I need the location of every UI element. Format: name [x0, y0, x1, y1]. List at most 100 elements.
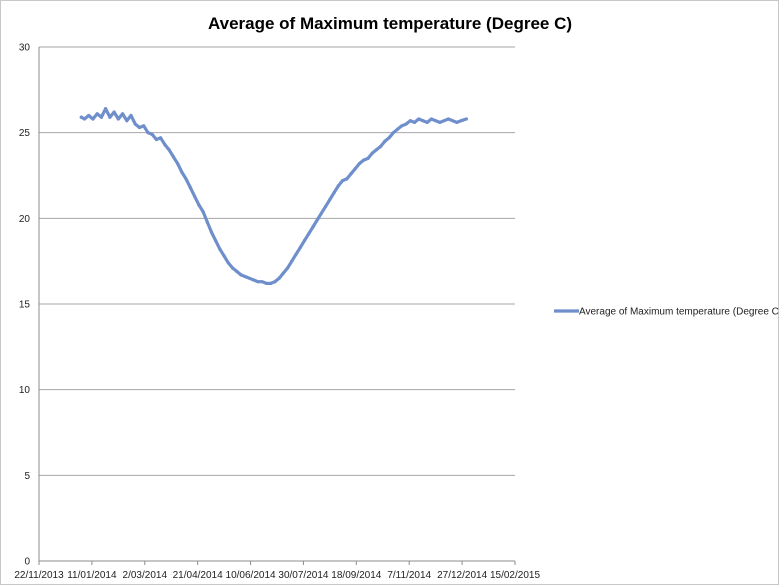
data-point [167, 148, 171, 152]
data-point [112, 110, 116, 114]
data-point [455, 120, 459, 124]
y-tick-label: 5 [24, 471, 30, 482]
data-point [120, 112, 125, 116]
data-point [434, 119, 438, 123]
data-point [87, 113, 91, 118]
x-tick-label: 30/07/2014 [278, 570, 328, 581]
data-point [133, 122, 137, 126]
data-point [175, 161, 180, 166]
data-point [302, 239, 307, 243]
data-point [247, 276, 252, 280]
data-point [404, 122, 408, 126]
axes [38, 47, 516, 565]
legend-label: Average of Maximum temperature (Degree C… [579, 307, 779, 318]
data-point [438, 120, 442, 124]
data-point [256, 280, 260, 284]
gridlines [39, 46, 515, 476]
data-point [129, 113, 133, 118]
data-point [395, 127, 400, 131]
data-point [311, 225, 315, 229]
data-point [230, 266, 235, 270]
data-point [324, 204, 328, 208]
data-point [99, 115, 104, 119]
data-point [116, 117, 120, 121]
series-line [79, 107, 468, 285]
data-point [408, 119, 412, 123]
x-tick-label: 7/11/2014 [387, 570, 431, 581]
data-point [159, 136, 163, 140]
data-point [362, 158, 366, 162]
data-point [243, 274, 247, 279]
data-point [370, 151, 374, 155]
data-point [192, 194, 197, 198]
data-point [298, 245, 302, 250]
data-point [125, 119, 129, 123]
data-point [252, 278, 256, 282]
data-point [91, 117, 95, 121]
data-point [146, 131, 150, 135]
data-point [353, 167, 357, 171]
data-point [446, 117, 450, 121]
data-point [379, 144, 383, 148]
x-tick-label: 11/01/2014 [67, 570, 117, 581]
data-point [417, 117, 421, 121]
series-layer [79, 107, 468, 286]
data-point [332, 191, 336, 195]
chart-title: Average of Maximum temperature (Degree C… [208, 14, 572, 33]
data-point [281, 271, 285, 275]
data-point [205, 220, 209, 224]
data-point [391, 131, 395, 135]
data-point [374, 148, 379, 152]
data-point [260, 280, 264, 284]
data-point [269, 281, 273, 286]
data-point [383, 139, 387, 143]
data-point [459, 119, 463, 123]
data-point [184, 177, 188, 181]
data-point [214, 239, 218, 243]
data-point [290, 259, 294, 263]
data-point [235, 269, 239, 274]
data-point [209, 230, 214, 234]
y-tick-label: 0 [24, 557, 30, 568]
data-point [188, 185, 192, 190]
data-point [345, 177, 349, 181]
data-point [349, 172, 353, 176]
x-tick-label: 21/04/2014 [173, 570, 223, 581]
data-point [82, 117, 87, 121]
data-point [222, 254, 226, 258]
data-point [218, 247, 222, 251]
data-point [307, 232, 311, 236]
data-point [450, 119, 455, 123]
x-tick-label: 27/12/2014 [437, 570, 487, 581]
data-point [142, 124, 146, 128]
data-point [273, 280, 277, 284]
y-tick-label: 15 [19, 300, 31, 311]
x-tick-label: 2/03/2014 [123, 570, 168, 581]
data-point [104, 107, 108, 111]
legend: Average of Maximum temperature (Degree C… [554, 307, 779, 318]
data-point [387, 136, 391, 140]
data-point [137, 125, 142, 130]
data-point [340, 179, 345, 183]
x-tick-label: 18/09/2014 [331, 570, 381, 581]
data-point [95, 112, 99, 116]
data-point [150, 132, 154, 136]
y-tick-label: 10 [19, 385, 31, 396]
data-point [79, 115, 83, 119]
data-point [171, 155, 175, 159]
data-point [197, 203, 201, 207]
data-point [357, 161, 362, 166]
data-point [239, 273, 243, 277]
data-point [163, 143, 167, 147]
data-point [294, 252, 298, 256]
data-point [277, 276, 281, 280]
data-point [425, 120, 429, 124]
x-tick-label: 10/06/2014 [226, 570, 276, 581]
data-point [285, 266, 290, 270]
data-point [412, 120, 417, 124]
data-point [336, 184, 340, 188]
data-point [319, 211, 324, 215]
data-point [108, 115, 112, 119]
